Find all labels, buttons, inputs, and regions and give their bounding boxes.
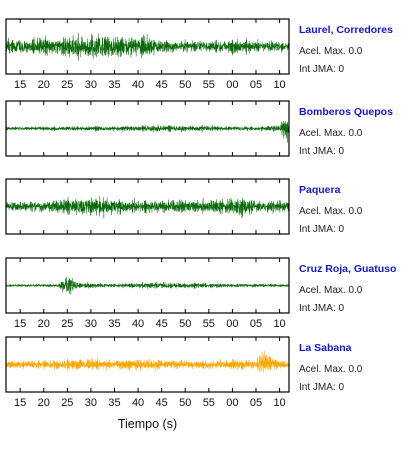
x-tick-label: 50 bbox=[179, 397, 191, 409]
int-jma-label: Int JMA: 0 bbox=[299, 303, 345, 314]
x-tick-label: 15 bbox=[14, 79, 26, 91]
x-tick-label: 55 bbox=[203, 79, 215, 91]
x-tick-label: 55 bbox=[203, 318, 215, 330]
station-name: Paquera bbox=[299, 184, 341, 196]
x-tick-label: 50 bbox=[179, 79, 191, 91]
x-tick-label: 05 bbox=[250, 79, 262, 91]
x-tick-label: 35 bbox=[108, 79, 120, 91]
x-tick-label: 30 bbox=[85, 397, 97, 409]
x-tick-label: 25 bbox=[61, 79, 73, 91]
panel-frame-4 bbox=[5, 257, 290, 314]
acel-max-label: Acel. Max. 0.0 bbox=[299, 364, 363, 375]
acel-max-label: Acel. Max. 0.0 bbox=[299, 285, 363, 296]
panel-frame-1 bbox=[5, 18, 290, 75]
x-tick-label: 10 bbox=[273, 318, 285, 330]
acel-max-label: Acel. Max. 0.0 bbox=[299, 46, 363, 57]
x-tick-label: 00 bbox=[226, 79, 238, 91]
int-jma-label: Int JMA: 0 bbox=[299, 382, 345, 393]
x-tick-label: 55 bbox=[203, 397, 215, 409]
x-tick-label: 45 bbox=[156, 397, 168, 409]
x-tick-label: 00 bbox=[226, 318, 238, 330]
x-tick-label: 30 bbox=[85, 318, 97, 330]
x-tick-label: 10 bbox=[273, 79, 285, 91]
station-name: La Sabana bbox=[299, 342, 352, 354]
acel-max-label: Acel. Max. 0.0 bbox=[299, 128, 363, 139]
x-tick-label: 50 bbox=[179, 318, 191, 330]
x-tick-label: 40 bbox=[132, 318, 144, 330]
x-tick-label: 15 bbox=[14, 397, 26, 409]
x-tick-label: 20 bbox=[38, 79, 50, 91]
trace-1 bbox=[5, 33, 290, 61]
x-tick-label: 25 bbox=[61, 397, 73, 409]
x-tick-label: 20 bbox=[38, 397, 50, 409]
x-tick-label: 05 bbox=[250, 397, 262, 409]
x-tick-label: 10 bbox=[273, 397, 285, 409]
x-tick-label: 15 bbox=[14, 318, 26, 330]
station-name: Bomberos Quepos bbox=[299, 106, 393, 118]
x-tick-label: 25 bbox=[61, 318, 73, 330]
x-tick-label: 00 bbox=[226, 397, 238, 409]
trace-2 bbox=[5, 120, 290, 143]
x-tick-label: 45 bbox=[156, 318, 168, 330]
x-tick-label: 05 bbox=[250, 318, 262, 330]
panel-frame-2 bbox=[5, 100, 290, 157]
panel-frame-5 bbox=[5, 336, 290, 393]
trace-3 bbox=[5, 195, 290, 219]
panel-frame-3 bbox=[5, 178, 290, 235]
int-jma-label: Int JMA: 0 bbox=[299, 224, 345, 235]
x-tick-label: 35 bbox=[108, 397, 120, 409]
x-tick-label: 40 bbox=[132, 397, 144, 409]
station-name: Laurel, Corredores bbox=[299, 24, 393, 36]
x-axis-label: Tiempo (s) bbox=[118, 417, 177, 431]
int-jma-label: Int JMA: 0 bbox=[299, 146, 345, 157]
trace-5 bbox=[5, 350, 290, 372]
x-tick-label: 35 bbox=[108, 318, 120, 330]
trace-4 bbox=[5, 276, 290, 295]
x-tick-label: 40 bbox=[132, 79, 144, 91]
x-tick-label: 20 bbox=[38, 318, 50, 330]
station-name: Cruz Roja, Guatuso bbox=[299, 263, 397, 275]
int-jma-label: Int JMA: 0 bbox=[299, 64, 345, 75]
acel-max-label: Acel. Max. 0.0 bbox=[299, 206, 363, 217]
x-tick-label: 45 bbox=[156, 79, 168, 91]
x-tick-label: 30 bbox=[85, 79, 97, 91]
